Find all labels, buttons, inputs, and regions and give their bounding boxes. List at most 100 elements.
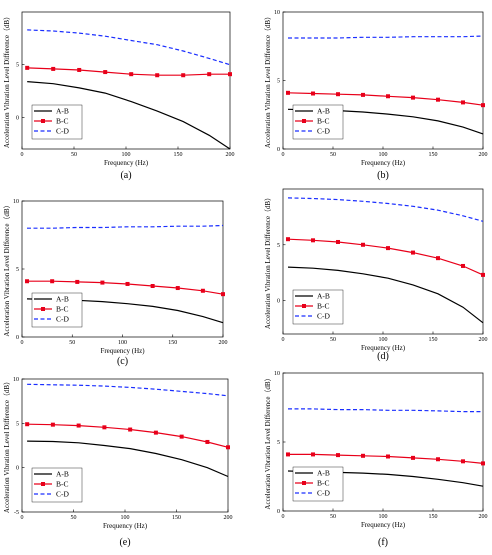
- legend-label-c-d: C-D: [317, 127, 331, 136]
- data-point-b-c: [75, 279, 80, 284]
- series-line-c-d: [287, 197, 484, 222]
- data-point-b-c: [361, 92, 365, 97]
- data-point-b-c: [200, 288, 205, 293]
- legend-label-b-c: B-C: [317, 302, 330, 311]
- data-point-b-c: [436, 256, 440, 261]
- chart-panel-b: 0 50 100 150 200 0 5 10 Frequency (Hz) Accelerati…: [264, 10, 488, 181]
- data-point-b-c: [221, 292, 225, 297]
- legend-marker-b-c: [41, 119, 45, 123]
- series-line-b-c: [288, 453, 484, 464]
- data-point-b-c: [336, 239, 340, 244]
- y-tick-label: 10: [13, 377, 19, 383]
- data-point-b-c: [436, 457, 440, 462]
- y-tick-label: 0: [16, 335, 19, 341]
- x-tick-label: 50: [330, 514, 336, 520]
- x-tick-label: 150: [429, 152, 438, 158]
- x-tick-label: 150: [174, 152, 183, 158]
- data-point-b-c: [207, 72, 212, 77]
- y-axis-label: Acceleration Vibration Level Difference（…: [264, 13, 272, 148]
- legend: A-BB-CC-D: [292, 289, 344, 325]
- series-line-b-c: [287, 238, 484, 276]
- chart-panel-a: 0 50 100 150 200 0 5 Frequency (Hz) Acceleration…: [3, 11, 235, 181]
- data-point-b-c: [102, 425, 107, 430]
- data-point-b-c: [25, 422, 30, 427]
- series-line-c-d: [27, 224, 224, 229]
- legend-label-b-c: B-C: [56, 117, 69, 126]
- data-point-b-c: [411, 95, 415, 100]
- data-point-b-c: [153, 430, 158, 435]
- series-line-b-c: [27, 67, 230, 76]
- legend-label-b-c: B-C: [56, 480, 69, 489]
- data-point-b-c: [481, 461, 485, 466]
- series-line-c-d: [288, 35, 484, 39]
- x-tick-label: 200: [479, 337, 488, 343]
- legend-label-c-d: C-D: [56, 315, 70, 324]
- legend-marker-b-c: [41, 482, 45, 486]
- data-point-b-c: [481, 103, 485, 108]
- data-point-b-c: [181, 73, 186, 78]
- y-tick-label: 0: [277, 299, 280, 305]
- chart-panel-d: 0 50 100 150 200 0 5 Frequency (Hz) Acceleration…: [264, 188, 488, 362]
- data-point-b-c: [226, 445, 230, 450]
- data-point-b-c: [25, 65, 30, 70]
- data-point-b-c: [461, 263, 465, 268]
- x-tick-label: 50: [71, 152, 77, 158]
- legend-label-c-d: C-D: [317, 489, 331, 498]
- x-tick-label: 100: [122, 152, 131, 158]
- x-tick-label: 0: [21, 340, 24, 346]
- y-axis-label: Acceleration Vibration Level Difference（…: [264, 194, 272, 329]
- legend-box: [31, 104, 83, 140]
- data-point-b-c: [128, 427, 133, 432]
- data-point-b-c: [361, 453, 365, 458]
- x-axis-label: Frequency (Hz): [104, 159, 149, 167]
- series-line-b-c: [27, 280, 224, 295]
- legend-label-b-c: B-C: [317, 117, 330, 126]
- x-axis-label: Frequency (Hz): [361, 344, 406, 352]
- data-point-b-c: [361, 242, 365, 247]
- y-tick-label: 5: [16, 63, 19, 69]
- y-axis-label: Acceleration Vibration Level Difference（…: [3, 13, 11, 148]
- data-point-b-c: [205, 439, 210, 444]
- series-line-a-b: [27, 440, 229, 478]
- legend-marker-b-c: [302, 119, 306, 123]
- data-point-b-c: [461, 100, 465, 105]
- x-tick-label: 50: [71, 515, 77, 521]
- data-point-b-c: [411, 455, 415, 460]
- legend-label-a-b: A-B: [56, 295, 69, 304]
- y-axis-label: Acceleration Vibration Level Difference（…: [3, 201, 11, 336]
- chart-panel-f: 0 50 100 150 200 0 5 10 Frequency (Hz) Accelerati…: [264, 371, 488, 548]
- legend: A-BB-CC-D: [31, 292, 83, 328]
- y-tick-label: 0: [16, 466, 19, 472]
- legend: A-BB-CC-D: [31, 467, 83, 503]
- x-tick-label: 200: [224, 515, 233, 521]
- legend-label-b-c: B-C: [56, 305, 69, 314]
- legend: A-BB-CC-D: [292, 104, 344, 140]
- legend-label-a-b: A-B: [56, 470, 69, 479]
- panel-label: (b): [377, 170, 389, 181]
- panel-label: (d): [377, 351, 389, 362]
- x-axis-label: Frequency (Hz): [361, 159, 406, 167]
- data-point-b-c: [77, 67, 82, 72]
- legend: A-BB-CC-D: [31, 104, 83, 140]
- x-axis-label: Frequency (Hz): [103, 522, 148, 530]
- panel-label: (f): [378, 537, 388, 548]
- y-tick-label: 5: [16, 267, 19, 273]
- legend-label-a-b: A-B: [317, 292, 330, 301]
- panel-label: (e): [119, 537, 130, 548]
- data-point-b-c: [411, 250, 415, 255]
- panel-label: (a): [120, 170, 131, 181]
- series-line-a-b: [27, 81, 231, 150]
- data-point-b-c: [125, 281, 130, 286]
- data-point-b-c: [481, 272, 485, 277]
- y-tick-label: 0: [277, 147, 280, 153]
- x-tick-label: 0: [21, 515, 24, 521]
- x-tick-label: 0: [282, 514, 285, 520]
- x-axis-label: Frequency (Hz): [100, 347, 145, 355]
- y-axis-label: Acceleration Vibration Level Difference（…: [3, 378, 11, 513]
- data-point-b-c: [436, 97, 440, 102]
- data-point-b-c: [286, 237, 290, 242]
- x-tick-label: 200: [479, 152, 488, 158]
- legend-marker-b-c: [302, 304, 306, 308]
- chart-panel-c: 0 50 100 150 200 0 5 10 Frequency (Hz) Accelerati…: [3, 199, 228, 367]
